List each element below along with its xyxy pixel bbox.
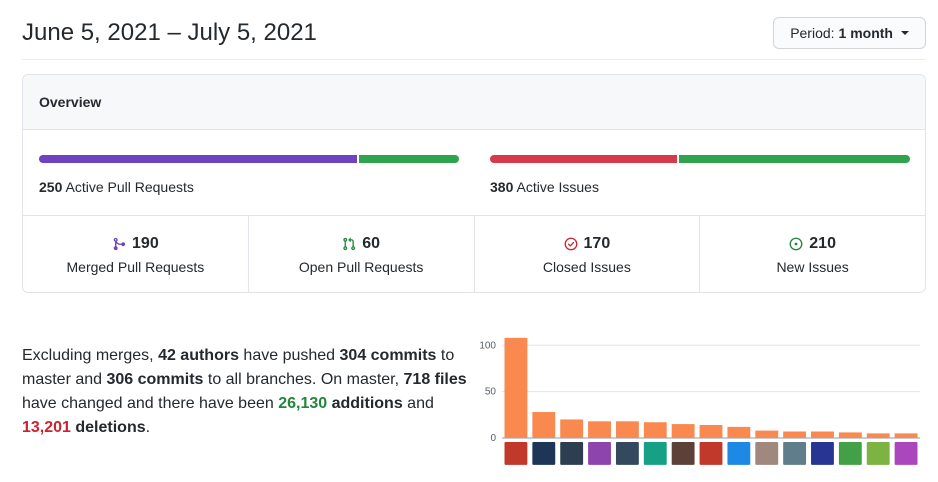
bar bbox=[894, 433, 918, 438]
author-avatar bbox=[643, 442, 667, 465]
author-avatar bbox=[755, 442, 779, 465]
author-avatar bbox=[838, 442, 862, 465]
active-issues-count: 380 bbox=[490, 179, 514, 195]
author-avatar bbox=[866, 442, 890, 465]
active-pull-requests-label: 250 Active Pull Requests bbox=[39, 177, 459, 197]
summary-text: have changed and there have been bbox=[22, 395, 279, 412]
bar bbox=[811, 431, 834, 438]
authors-count: 42 authors bbox=[158, 347, 239, 364]
bar bbox=[643, 422, 667, 438]
issues-summary[interactable]: 380 Active Issues bbox=[490, 155, 910, 197]
bar bbox=[671, 424, 695, 438]
stat-merged-pull-requests[interactable]: 190 Merged Pull Requests bbox=[23, 216, 249, 292]
closed-issues-value: 170 bbox=[583, 235, 611, 252]
issues-progress bbox=[490, 155, 910, 163]
active-issues-label: 380 Active Issues bbox=[490, 177, 910, 197]
merged-pull-requests-label: Merged Pull Requests bbox=[66, 259, 205, 275]
bar bbox=[588, 421, 611, 438]
author-avatar bbox=[532, 442, 556, 465]
all-commits-count: 306 commits bbox=[106, 371, 204, 388]
merged-progress-segment bbox=[39, 155, 357, 163]
pull-requests-progress bbox=[39, 155, 459, 163]
bar bbox=[838, 432, 862, 438]
period-label: Period: bbox=[790, 25, 835, 41]
author-avatar bbox=[504, 442, 528, 465]
stat-closed-issues[interactable]: 170 Closed Issues bbox=[475, 216, 701, 292]
closed-issues-label: Closed Issues bbox=[542, 259, 631, 275]
additions-word: additions bbox=[327, 395, 403, 412]
activity-bars-row: 250 Active Pull Requests 380 Active Issu… bbox=[23, 130, 925, 216]
open-progress-segment bbox=[358, 155, 459, 163]
active-pull-requests-text: Active Pull Requests bbox=[65, 179, 194, 195]
bar bbox=[783, 431, 807, 438]
overview-title: Overview bbox=[23, 75, 925, 130]
summary-text: Excluding merges, bbox=[22, 347, 159, 364]
summary-text: to all branches. On master, bbox=[203, 371, 404, 388]
author-avatar bbox=[894, 442, 918, 465]
summary-text: and bbox=[402, 395, 434, 412]
summary-text: . bbox=[145, 419, 151, 436]
git-pull-request-icon bbox=[343, 237, 356, 251]
author-avatar bbox=[811, 442, 834, 465]
bar bbox=[755, 430, 779, 438]
y-tick-label: 0 bbox=[490, 433, 496, 444]
page-header: June 5, 2021 – July 5, 2021 Period: 1 mo… bbox=[22, 17, 926, 60]
author-avatar bbox=[671, 442, 695, 465]
author-avatar bbox=[560, 442, 584, 465]
bar bbox=[615, 421, 639, 438]
additions-count: 26,130 bbox=[278, 395, 328, 412]
active-pull-requests-count: 250 bbox=[39, 179, 63, 195]
caret-down-icon bbox=[901, 31, 909, 35]
period-dropdown-button[interactable]: Period: 1 month bbox=[773, 17, 926, 49]
bar bbox=[560, 419, 584, 438]
commits-by-author-chart: 100 50 0 bbox=[479, 337, 920, 465]
author-avatar bbox=[699, 442, 723, 465]
overview-box: Overview 250 Active Pull Requests 380 Ac… bbox=[22, 74, 926, 293]
issue-closed-icon bbox=[564, 237, 577, 251]
period-value: 1 month bbox=[838, 25, 893, 41]
y-tick-label: 100 bbox=[479, 340, 496, 351]
bar bbox=[699, 425, 723, 438]
new-issues-label: New Issues bbox=[776, 259, 849, 275]
stat-open-pull-requests[interactable]: 60 Open Pull Requests bbox=[249, 216, 475, 292]
summary-text: to master and bbox=[22, 347, 455, 388]
active-issues-text: Active Issues bbox=[516, 179, 599, 195]
merged-pull-requests-value: 190 bbox=[132, 235, 159, 252]
open-pull-requests-label: Open Pull Requests bbox=[298, 259, 424, 275]
new-issues-value: 210 bbox=[809, 235, 836, 252]
date-range-title: June 5, 2021 – July 5, 2021 bbox=[22, 19, 317, 46]
master-commits-count: 304 commits bbox=[339, 347, 437, 364]
deletions-word: deletions bbox=[70, 419, 146, 436]
author-avatar bbox=[615, 442, 639, 465]
bar bbox=[866, 433, 890, 438]
open-pull-requests-value: 60 bbox=[362, 235, 381, 252]
deletions-count: 13,201 bbox=[22, 419, 71, 436]
files-changed-count: 718 files bbox=[403, 371, 467, 388]
bar bbox=[727, 426, 751, 438]
author-avatar bbox=[783, 442, 807, 465]
commit-summary: Excluding merges, 42 authors have pushed… bbox=[22, 344, 472, 440]
stat-new-issues[interactable]: 210 New Issues bbox=[700, 216, 925, 292]
new-progress-segment bbox=[678, 155, 910, 163]
git-merge-icon bbox=[113, 237, 126, 251]
bar bbox=[532, 412, 556, 438]
author-avatar bbox=[588, 442, 611, 465]
issue-opened-icon bbox=[789, 237, 803, 251]
y-tick-label: 50 bbox=[485, 387, 497, 398]
stats-row: 190 Merged Pull Requests 60 Open Pull Re… bbox=[23, 216, 925, 292]
closed-progress-segment bbox=[490, 155, 677, 163]
author-avatar bbox=[727, 442, 751, 465]
pull-requests-summary[interactable]: 250 Active Pull Requests bbox=[39, 155, 459, 197]
bar bbox=[504, 337, 528, 438]
summary-text: have pushed bbox=[238, 347, 340, 364]
